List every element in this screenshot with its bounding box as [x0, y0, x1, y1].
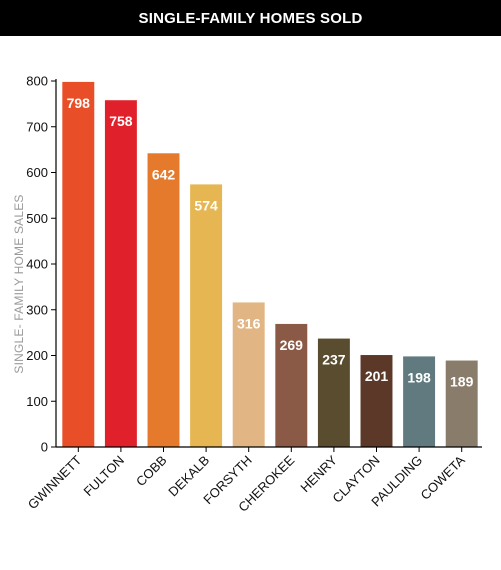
chart-title: SINGLE-FAMILY HOMES SOLD [0, 0, 501, 36]
bar-value-label: 316 [237, 315, 261, 331]
bar [403, 356, 436, 447]
bars: 798 758 642 574 316 269 237 201 198 189 [62, 81, 478, 447]
bar-value-label: 758 [109, 113, 133, 129]
x-tick-label: HENRY [297, 452, 340, 495]
y-tick-label: 500 [26, 211, 48, 226]
bar-value-label: 574 [194, 197, 218, 213]
x-tick-label: FULTON [80, 453, 127, 500]
bar [317, 338, 350, 447]
bar-value-label: 237 [322, 352, 346, 368]
bar-value-label: 198 [407, 369, 431, 385]
bar [104, 100, 137, 447]
bar [62, 81, 95, 447]
bar [147, 153, 180, 447]
y-tick-label: 0 [41, 440, 48, 455]
bar-value-label: 189 [450, 374, 474, 390]
y-tick-label: 400 [26, 257, 48, 272]
y-tick-label: 300 [26, 302, 48, 317]
y-axis: 0 100 200 300 400 500 600 700 800 [26, 74, 57, 455]
bar-value-label: 798 [67, 95, 91, 111]
bar [275, 323, 308, 447]
y-tick-label: 200 [26, 348, 48, 363]
y-tick-label: 600 [26, 165, 48, 180]
y-tick-label: 800 [26, 74, 48, 89]
x-tick-label: GWINNETT [25, 452, 85, 512]
bar-value-label: 269 [280, 337, 304, 353]
bar [190, 184, 223, 447]
bar [445, 360, 478, 447]
bar [360, 355, 393, 447]
y-tick-label: 700 [26, 119, 48, 134]
y-axis-label: SINGLE- FAMILY HOME SALES [12, 194, 26, 373]
y-tick-label: 100 [26, 394, 48, 409]
bar [232, 302, 265, 447]
x-tick-label: COBB [133, 453, 170, 490]
bar-value-label: 642 [152, 166, 176, 182]
bar-value-label: 201 [365, 368, 389, 384]
x-tick-label: COWETA [418, 452, 468, 502]
